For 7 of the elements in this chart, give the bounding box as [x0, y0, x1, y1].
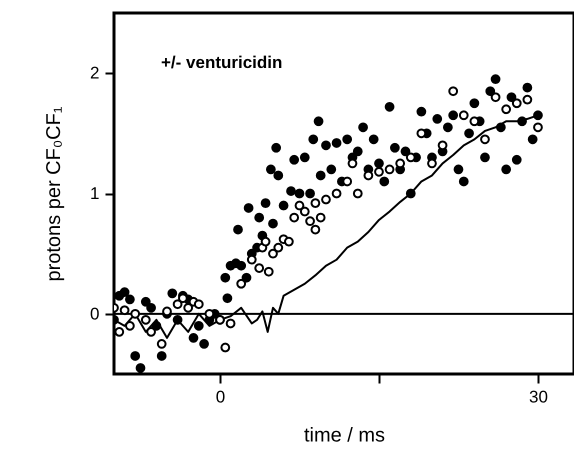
y-tick-label: 0 [90, 304, 100, 324]
annotation: +/- venturicidin [161, 53, 282, 72]
y-tick-label: 1 [90, 184, 100, 203]
y-axis-title: protons per CF₀CF₁ [43, 106, 66, 282]
x-axis-title: time / ms [304, 424, 386, 446]
x-tick-label: 30 [529, 388, 548, 406]
y-tick-label: 2 [90, 64, 100, 83]
